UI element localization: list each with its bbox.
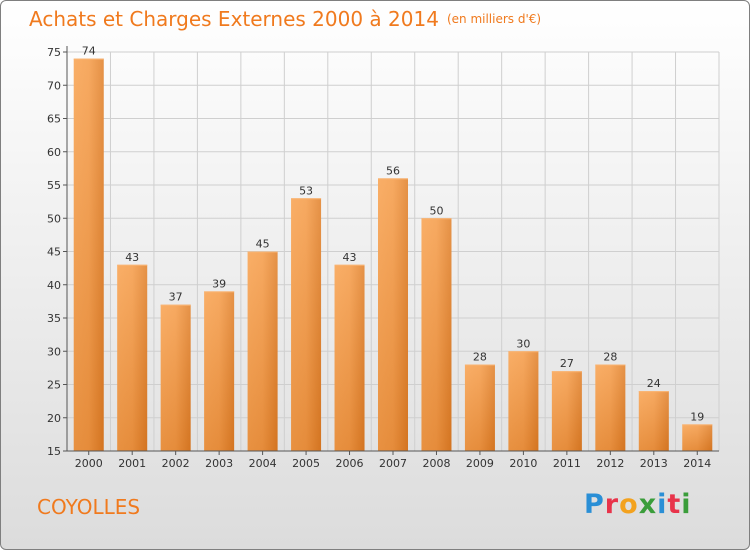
data-label: 30 — [516, 337, 530, 350]
x-tick-label: 2004 — [249, 457, 277, 470]
y-tick-label: 40 — [47, 279, 61, 292]
y-tick-label: 60 — [47, 146, 61, 159]
data-label: 50 — [429, 204, 443, 217]
y-tick-label: 75 — [47, 46, 61, 59]
y-tick-label: 55 — [47, 179, 61, 192]
proxiti-logo: Proxiti — [584, 489, 692, 520]
y-tick-label: 35 — [47, 312, 61, 325]
x-tick-label: 2001 — [118, 457, 146, 470]
x-tick-label: 2005 — [292, 457, 320, 470]
x-tick-label: 2000 — [75, 457, 103, 470]
y-tick-label: 15 — [47, 445, 61, 458]
bar-shade — [117, 264, 148, 451]
y-tick-label: 70 — [47, 79, 61, 92]
x-tick-label: 2009 — [466, 457, 494, 470]
bar-shade — [682, 424, 713, 451]
data-label: 28 — [473, 351, 487, 364]
logo-letter: r — [604, 489, 620, 520]
x-tick-label: 2010 — [509, 457, 537, 470]
logo-letter: t — [667, 489, 682, 520]
y-tick-label: 25 — [47, 379, 61, 392]
x-tick-label: 2013 — [640, 457, 668, 470]
y-tick-label: 65 — [47, 113, 61, 126]
data-label: 43 — [125, 251, 139, 264]
bar-shade — [464, 364, 495, 451]
bar-shade — [421, 218, 452, 451]
bar-shade — [508, 351, 539, 451]
chart-unit: (en milliers d'€) — [446, 12, 542, 26]
data-label: 56 — [386, 164, 400, 177]
logo-letter: i — [657, 489, 668, 520]
bar-shade — [334, 264, 365, 451]
logo-letter: i — [681, 489, 692, 520]
logo-letter: x — [638, 489, 658, 520]
chart-title: Achats et Charges Externes 2000 à 2014 (e… — [29, 7, 541, 31]
data-label: 39 — [212, 277, 226, 290]
x-tick-label: 2007 — [379, 457, 407, 470]
x-tick-label: 2008 — [422, 457, 450, 470]
data-label: 27 — [560, 357, 574, 370]
bars: 74 43 37 39 45 53 43 56 50 28 30 27 28 24 19 — [73, 45, 713, 452]
data-label: 24 — [647, 377, 661, 390]
x-tick-label: 2002 — [162, 457, 190, 470]
x-tick-label: 2012 — [596, 457, 624, 470]
bar-shade — [204, 291, 235, 451]
bar-shade — [247, 251, 278, 451]
logo-letter: o — [619, 489, 639, 520]
bar-shade — [73, 58, 104, 452]
data-label: 28 — [603, 351, 617, 364]
logo-letter: P — [584, 489, 605, 520]
x-tick-label: 2006 — [336, 457, 364, 470]
bar-shade — [291, 198, 322, 451]
x-tick-label: 2014 — [683, 457, 711, 470]
x-tick-label: 2003 — [205, 457, 233, 470]
commune-name: COYOLLES — [37, 495, 141, 519]
data-label: 45 — [256, 238, 270, 251]
data-label: 53 — [299, 184, 313, 197]
chart-title-text: Achats et Charges Externes 2000 à 2014 — [29, 7, 439, 31]
bar-shade — [595, 364, 626, 451]
bar-shade — [551, 371, 582, 451]
y-tick-label: 50 — [47, 212, 61, 225]
data-label: 37 — [169, 291, 183, 304]
data-label: 19 — [690, 410, 704, 423]
axes: 15 20 25 30 35 40 45 50 55 60 65 70 75 2000 2001 2002 20… — [47, 46, 719, 470]
y-tick-label: 45 — [47, 246, 61, 259]
data-label: 43 — [343, 251, 357, 264]
data-label: 74 — [82, 45, 96, 58]
y-tick-label: 30 — [47, 345, 61, 358]
y-tick-label: 20 — [47, 412, 61, 425]
bar-shade — [160, 304, 191, 451]
bar-shade — [378, 178, 408, 451]
bar-shade — [638, 391, 669, 451]
x-tick-label: 2011 — [553, 457, 581, 470]
